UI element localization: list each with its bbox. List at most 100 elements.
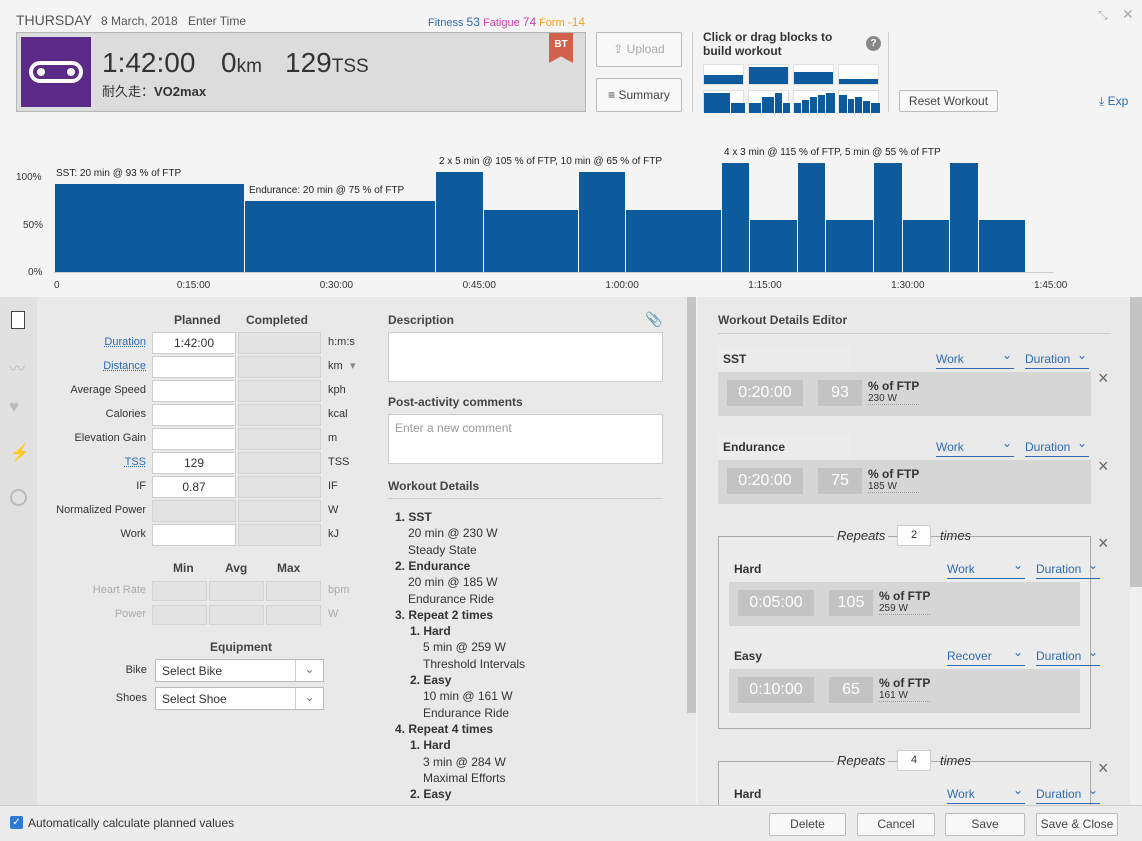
- step-mode-dropdown[interactable]: Duration: [1036, 645, 1100, 666]
- block-interval-4[interactable]: [838, 90, 880, 113]
- planned-input[interactable]: [152, 404, 236, 426]
- block-interval-1[interactable]: [703, 90, 745, 113]
- chart-bar: [55, 183, 245, 272]
- block-steady[interactable]: [703, 64, 744, 85]
- planned-input[interactable]: [152, 380, 236, 402]
- reset-workout-button[interactable]: Reset Workout: [899, 90, 998, 112]
- step-mode-dropdown[interactable]: Duration: [1036, 783, 1100, 804]
- step-intensity-input[interactable]: 93: [818, 380, 862, 406]
- block-high[interactable]: [748, 64, 789, 85]
- x-tick-label: 0: [54, 280, 60, 291]
- planned-input[interactable]: [152, 356, 236, 378]
- step-intensity-input[interactable]: 75: [818, 468, 862, 494]
- block-interval-3[interactable]: [793, 90, 835, 113]
- equipment-header: Equipment: [210, 640, 272, 654]
- document-icon[interactable]: [11, 311, 25, 329]
- max-header: Max: [277, 561, 301, 575]
- divider: [692, 32, 693, 112]
- close-icon[interactable]: ✕: [1122, 6, 1134, 22]
- step-name[interactable]: Hard: [729, 780, 861, 806]
- intensity-unit: % of FTP 185 W: [868, 467, 920, 493]
- planned-input[interactable]: 129: [152, 452, 236, 474]
- block-medium[interactable]: [793, 64, 834, 85]
- step-intensity-input[interactable]: 65: [829, 677, 873, 703]
- field-label[interactable]: Duration: [104, 336, 146, 348]
- workout-detail-line: Threshold Intervals: [423, 656, 526, 671]
- middle-scrollbar[interactable]: [687, 297, 696, 713]
- repeats-label: Repeats: [834, 753, 889, 768]
- delete-button[interactable]: Delete: [769, 813, 846, 836]
- power-avg-input: [209, 605, 264, 625]
- shoes-label: Shoes: [115, 692, 147, 704]
- save-close-button[interactable]: Save & Close: [1036, 813, 1118, 836]
- remove-step-icon[interactable]: ×: [1098, 368, 1109, 388]
- comment-textarea[interactable]: Enter a new comment: [388, 414, 663, 464]
- step-type-dropdown[interactable]: Work: [936, 436, 1014, 457]
- summary-button[interactable]: ≡ Summary: [596, 78, 682, 112]
- shoes-select[interactable]: Select Shoe ⌄: [155, 687, 324, 710]
- completed-input: [238, 404, 321, 426]
- caret-down-icon[interactable]: ▾: [350, 360, 356, 372]
- repeat-count-input[interactable]: 4: [897, 750, 931, 771]
- cancel-button[interactable]: Cancel: [857, 813, 935, 836]
- block-low[interactable]: [838, 64, 879, 85]
- field-label[interactable]: TSS: [124, 456, 146, 468]
- repeat-count-input[interactable]: 2: [897, 525, 931, 546]
- enter-time-link[interactable]: Enter Time: [188, 14, 247, 28]
- planned-input[interactable]: [152, 428, 236, 450]
- divider: [718, 333, 1111, 334]
- step-name[interactable]: Easy: [729, 642, 861, 668]
- clock-icon[interactable]: [10, 489, 27, 506]
- remove-repeat-icon[interactable]: ×: [1098, 758, 1109, 778]
- workout-detail-line: 4. Repeat 4 times: [395, 721, 494, 736]
- export-link[interactable]: ⤓ Exp: [1099, 94, 1129, 108]
- completed-input: [238, 356, 321, 378]
- step-type-dropdown[interactable]: Work: [947, 783, 1025, 804]
- unit-label: kph: [328, 384, 346, 396]
- segment-annotation: SST: 20 min @ 93 % of FTP: [56, 168, 182, 179]
- list-icon: ≡: [608, 88, 619, 102]
- heart-icon[interactable]: ♥: [9, 397, 20, 416]
- save-button[interactable]: Save: [945, 813, 1025, 836]
- remove-repeat-icon[interactable]: ×: [1098, 533, 1109, 553]
- watts-label: 259 W: [879, 603, 931, 615]
- planned-input[interactable]: [152, 524, 236, 546]
- step-duration-input[interactable]: 0:05:00: [738, 590, 814, 616]
- remove-step-icon[interactable]: ×: [1098, 456, 1109, 476]
- step-duration-input[interactable]: 0:10:00: [738, 677, 814, 703]
- description-textarea[interactable]: [388, 332, 663, 382]
- workout-details-header: Workout Details: [388, 479, 480, 493]
- step-intensity-input[interactable]: 105: [829, 590, 873, 616]
- planned-input[interactable]: 0.87: [152, 476, 236, 498]
- planned-input[interactable]: 1:42:00: [152, 332, 236, 354]
- step-name[interactable]: SST: [718, 345, 850, 371]
- help-icon[interactable]: ?: [866, 36, 881, 51]
- step-mode-dropdown[interactable]: Duration: [1025, 348, 1089, 369]
- upload-button[interactable]: ⇪ Upload: [596, 32, 682, 67]
- attachment-icon[interactable]: 📎: [645, 311, 663, 327]
- unit-label: km: [328, 360, 343, 372]
- step-type-dropdown[interactable]: Work: [936, 348, 1014, 369]
- chart-line-icon[interactable]: 〰: [9, 361, 26, 378]
- step-name[interactable]: Hard: [729, 555, 861, 581]
- duration-display: 1:42:00: [102, 47, 196, 78]
- chart-bar: [797, 162, 826, 272]
- chart-bar: [721, 162, 750, 272]
- x-tick-label: 0:45:00: [462, 280, 496, 291]
- block-interval-2[interactable]: [748, 90, 790, 113]
- step-type-dropdown[interactable]: Work: [947, 558, 1025, 579]
- step-name[interactable]: Endurance: [718, 433, 850, 459]
- step-duration-input[interactable]: 0:20:00: [727, 380, 803, 406]
- step-duration-input[interactable]: 0:20:00: [727, 468, 803, 494]
- collapse-icon[interactable]: ⤡: [1098, 8, 1108, 22]
- workout-header-area: THURSDAY 8 March, 2018 Enter Time Fitnes…: [0, 0, 1142, 297]
- step-mode-dropdown[interactable]: Duration: [1036, 558, 1100, 579]
- workout-title[interactable]: 耐久走：VO2max: [102, 84, 207, 99]
- step-type-dropdown[interactable]: Recover: [947, 645, 1025, 666]
- lightning-icon[interactable]: ⚡: [10, 445, 30, 462]
- auto-calc-checkbox[interactable]: ✓: [10, 816, 23, 829]
- field-label[interactable]: Distance: [103, 360, 146, 372]
- editor-scrollbar[interactable]: [1130, 297, 1142, 587]
- bike-select[interactable]: Select Bike ⌄: [155, 659, 324, 682]
- step-mode-dropdown[interactable]: Duration: [1025, 436, 1089, 457]
